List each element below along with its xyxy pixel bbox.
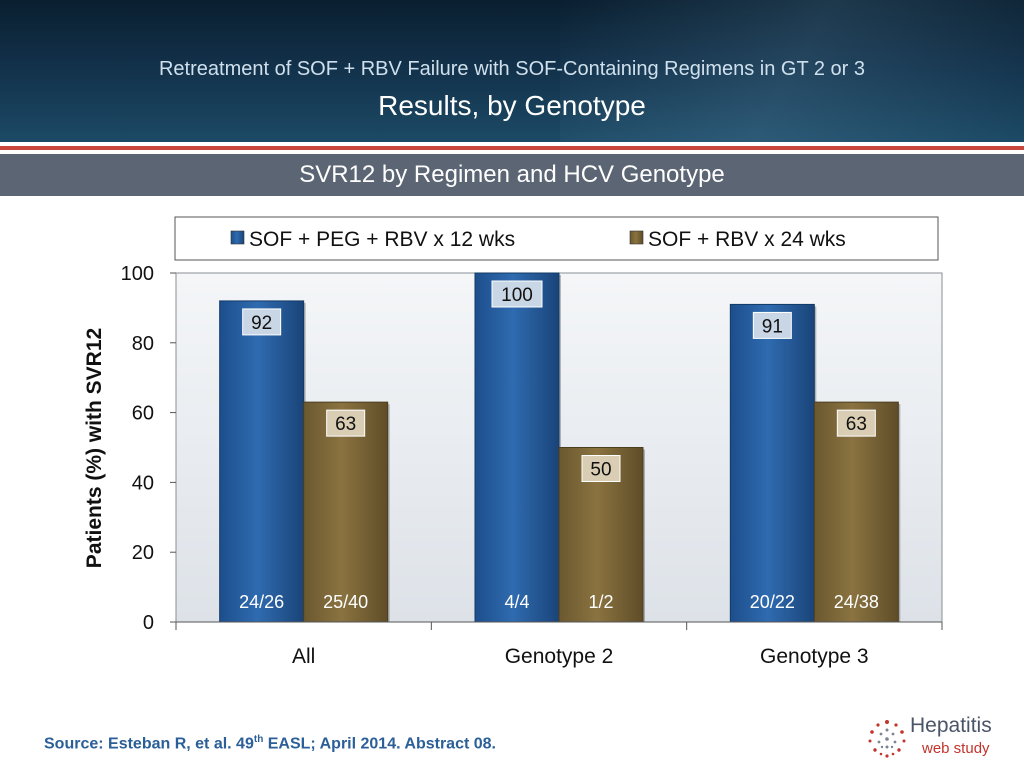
fraction-label: 20/22 xyxy=(750,592,795,612)
x-tick-label: Genotype 3 xyxy=(760,645,869,668)
logo-word-hepatitis: Hepatitis xyxy=(910,714,992,737)
legend-label-1: SOF + RBV x 24 wks xyxy=(648,228,846,251)
bar-0-2 xyxy=(729,303,815,623)
value-label-box xyxy=(242,308,282,336)
fraction-label: 1/2 xyxy=(588,592,613,612)
y-tick-label: 100 xyxy=(121,263,154,285)
source-suffix: EASL; April 2014. Abstract 08. xyxy=(263,735,496,753)
value-label: 63 xyxy=(335,414,356,435)
legend-label-0: SOF + PEG + RBV x 12 wks xyxy=(249,228,515,251)
header-sheen xyxy=(560,0,1024,142)
chart-area: SOF + PEG + RBV x 12 wks SOF + RBV x 24 w… xyxy=(0,200,1024,700)
fraction-label: 24/38 xyxy=(834,592,879,612)
slide-header: Retreatment of SOF + RBV Failure with SO… xyxy=(0,0,1024,142)
value-label: 100 xyxy=(501,285,533,306)
source-prefix: Source: Esteban R, et al. 49 xyxy=(44,735,254,753)
value-label-box xyxy=(581,455,621,482)
y-axis-title: Patients (%) with SVR12 xyxy=(83,328,106,568)
value-label-box xyxy=(491,280,543,308)
bar-chart: SOF + PEG + RBV x 12 wks SOF + RBV x 24 w… xyxy=(83,216,943,668)
y-tick-label: 0 xyxy=(143,612,154,634)
legend-box xyxy=(174,216,939,261)
fraction-label: 25/40 xyxy=(323,592,368,612)
fraction-label: 24/26 xyxy=(239,592,284,612)
bar-0-0 xyxy=(219,300,305,623)
section-heading: SVR12 by Regimen and HCV Genotype xyxy=(0,154,1024,196)
value-label-box xyxy=(836,409,876,437)
bar-1-0 xyxy=(303,401,389,623)
slide-title: Retreatment of SOF + RBV Failure with SO… xyxy=(158,58,866,80)
hepatitis-web-study-logo: Hepatitis web study xyxy=(866,714,1016,764)
x-tick-label: All xyxy=(292,645,315,668)
source-sup: th xyxy=(253,734,264,745)
source-citation: Source: Esteban R, et al. 49th EASL; Apr… xyxy=(44,734,496,753)
value-label-box xyxy=(752,311,792,339)
fraction-label: 4/4 xyxy=(504,592,529,612)
value-label-box xyxy=(326,409,366,437)
y-tick-label: 20 xyxy=(132,542,154,564)
legend-swatch-0 xyxy=(230,230,245,245)
value-label: 91 xyxy=(762,316,783,337)
slide-subtitle: Results, by Genotype xyxy=(378,90,646,121)
value-label: 63 xyxy=(846,414,867,435)
value-label: 92 xyxy=(251,313,272,334)
bar-1-2 xyxy=(813,401,899,623)
accent-rule xyxy=(0,146,1024,150)
x-tick-label: Genotype 2 xyxy=(505,645,614,668)
legend-swatch-1 xyxy=(629,230,644,245)
bar-0-1 xyxy=(474,272,560,623)
logo-dots-icon xyxy=(868,720,906,758)
y-tick-label: 60 xyxy=(132,403,154,425)
value-label: 50 xyxy=(590,460,611,481)
y-tick-label: 80 xyxy=(132,333,154,355)
y-tick-label: 40 xyxy=(132,472,154,494)
logo-word-web-study: web study xyxy=(922,740,990,757)
